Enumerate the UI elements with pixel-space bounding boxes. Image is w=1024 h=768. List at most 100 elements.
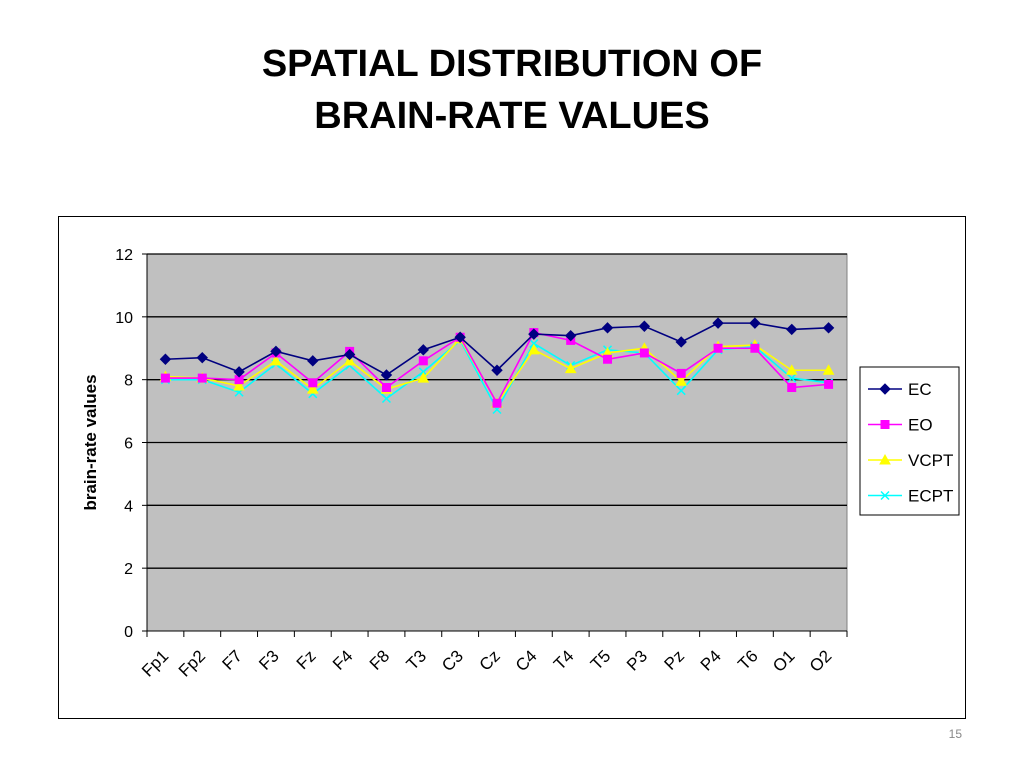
data-point-ec bbox=[712, 317, 724, 329]
y-tick-label: 2 bbox=[124, 561, 133, 578]
legend: EC EO VCPT ECPT bbox=[859, 366, 960, 516]
data-point-vcpt bbox=[233, 379, 245, 391]
x-tick-label: F3 bbox=[255, 646, 282, 673]
data-point-ec bbox=[270, 345, 282, 358]
x-tick-label: C3 bbox=[438, 646, 467, 675]
data-point-ec bbox=[528, 328, 540, 340]
data-point-ec bbox=[822, 322, 835, 334]
data-point-eo bbox=[824, 379, 834, 389]
legend-box bbox=[859, 366, 960, 516]
data-point-eo bbox=[676, 368, 686, 378]
legend-label: EC bbox=[908, 380, 932, 399]
data-point-ec bbox=[233, 366, 245, 378]
data-point-vcpt bbox=[270, 354, 282, 366]
y-tick-label: 10 bbox=[115, 310, 133, 327]
data-point-ec bbox=[601, 322, 614, 334]
x-tick-label: C4 bbox=[512, 646, 541, 675]
data-point-ec bbox=[491, 364, 503, 376]
data-point-eo bbox=[197, 373, 207, 383]
data-point-eo bbox=[639, 348, 649, 358]
data-point-vcpt bbox=[343, 354, 356, 366]
data-point-vcpt bbox=[527, 343, 540, 355]
data-point-ec bbox=[159, 353, 172, 365]
marker-stroke bbox=[676, 386, 686, 396]
x-tick-label: P3 bbox=[623, 646, 651, 674]
marker-stroke bbox=[381, 393, 392, 404]
x-tick-label: T3 bbox=[403, 646, 430, 673]
brain-rate-line-chart: 0 2 4 6 8 10 12 Fp1 Fp2 F7 F3 Fz F4 F8 T3 C3 Cz C4 T4 T5 P3 P… bbox=[81, 247, 960, 681]
data-point-eo bbox=[308, 378, 318, 388]
data-point-eo bbox=[160, 373, 170, 383]
data-point-vcpt bbox=[564, 362, 577, 374]
data-point-ecpt bbox=[529, 339, 539, 349]
legend-item-ecpt: ECPT bbox=[868, 487, 953, 506]
x-tick-label: P4 bbox=[697, 646, 725, 674]
data-point-eo bbox=[713, 343, 723, 353]
marker-stroke bbox=[787, 373, 797, 383]
data-point-eo bbox=[492, 398, 502, 408]
series-ec bbox=[159, 317, 835, 381]
legend-label: EO bbox=[908, 416, 933, 435]
marker-stroke bbox=[880, 490, 890, 501]
data-point-ec bbox=[638, 320, 651, 332]
x-tick-label: O1 bbox=[769, 646, 798, 675]
data-point-eo bbox=[381, 383, 391, 393]
data-point-ec bbox=[343, 348, 356, 361]
y-tick-label: 4 bbox=[124, 498, 133, 515]
x-tick-label: T4 bbox=[550, 646, 577, 673]
data-point-eo bbox=[603, 354, 613, 364]
series-group bbox=[159, 317, 835, 415]
y-tick-label: 0 bbox=[124, 624, 133, 641]
x-tick-label: F7 bbox=[218, 646, 245, 673]
data-point-ec bbox=[454, 331, 466, 343]
data-point-ec bbox=[786, 323, 798, 336]
data-point-ec bbox=[749, 317, 761, 329]
y-axis-label: brain-rate values bbox=[81, 374, 100, 510]
data-point-vcpt bbox=[306, 383, 319, 394]
x-tick-label: T5 bbox=[587, 646, 614, 673]
data-point-vcpt bbox=[822, 364, 835, 375]
data-point-ecpt bbox=[787, 373, 797, 383]
slide-number: 15 bbox=[948, 727, 962, 741]
slide-title: SPATIAL DISTRIBUTION OF BRAIN-RATE VALUE… bbox=[0, 38, 1024, 142]
x-tick-label: F8 bbox=[366, 646, 393, 673]
data-point-eo bbox=[787, 383, 797, 393]
marker-stroke bbox=[529, 339, 539, 349]
legend-label: VCPT bbox=[908, 451, 953, 470]
data-point-ec bbox=[380, 369, 393, 381]
data-point-ec bbox=[564, 329, 577, 342]
slide-title-line-1: SPATIAL DISTRIBUTION OF bbox=[261, 43, 763, 85]
data-point-eo bbox=[750, 343, 760, 353]
x-tick-label: Fz bbox=[293, 646, 320, 673]
legend-item-vcpt: VCPT bbox=[868, 451, 953, 470]
marker-stroke bbox=[418, 367, 428, 377]
x-tick-label: F4 bbox=[329, 646, 356, 673]
legend-marker bbox=[879, 453, 891, 465]
x-tick-label: Cz bbox=[476, 646, 504, 674]
data-point-vcpt bbox=[675, 375, 688, 386]
data-point-ecpt bbox=[381, 393, 392, 404]
legend-marker bbox=[880, 490, 890, 501]
data-point-vcpt bbox=[785, 364, 798, 375]
data-point-ec bbox=[307, 355, 319, 367]
data-point-vcpt bbox=[417, 372, 430, 383]
data-point-ec bbox=[196, 351, 208, 364]
slide-title-line-2: BRAIN-RATE VALUES bbox=[314, 95, 710, 137]
legend-item-eo: EO bbox=[868, 416, 933, 435]
data-point-ec bbox=[417, 344, 430, 356]
x-tick-label: O2 bbox=[806, 646, 835, 675]
y-tick-label: 6 bbox=[124, 436, 133, 453]
x-tick-label: T6 bbox=[734, 646, 761, 673]
legend-label: ECPT bbox=[908, 487, 953, 506]
x-tick-label: Fp1 bbox=[138, 646, 172, 680]
y-tick-label: 12 bbox=[115, 247, 133, 264]
data-point-eo bbox=[418, 356, 428, 366]
legend-marker bbox=[880, 420, 890, 429]
gridlines bbox=[147, 253, 847, 569]
x-tick-label: Fp2 bbox=[175, 646, 209, 680]
data-point-ecpt bbox=[676, 386, 686, 396]
legend-item-ec: EC bbox=[868, 380, 932, 399]
x-tick-label: Pz bbox=[661, 646, 688, 673]
legend-marker bbox=[879, 383, 891, 395]
y-tick-label: 8 bbox=[124, 373, 133, 390]
